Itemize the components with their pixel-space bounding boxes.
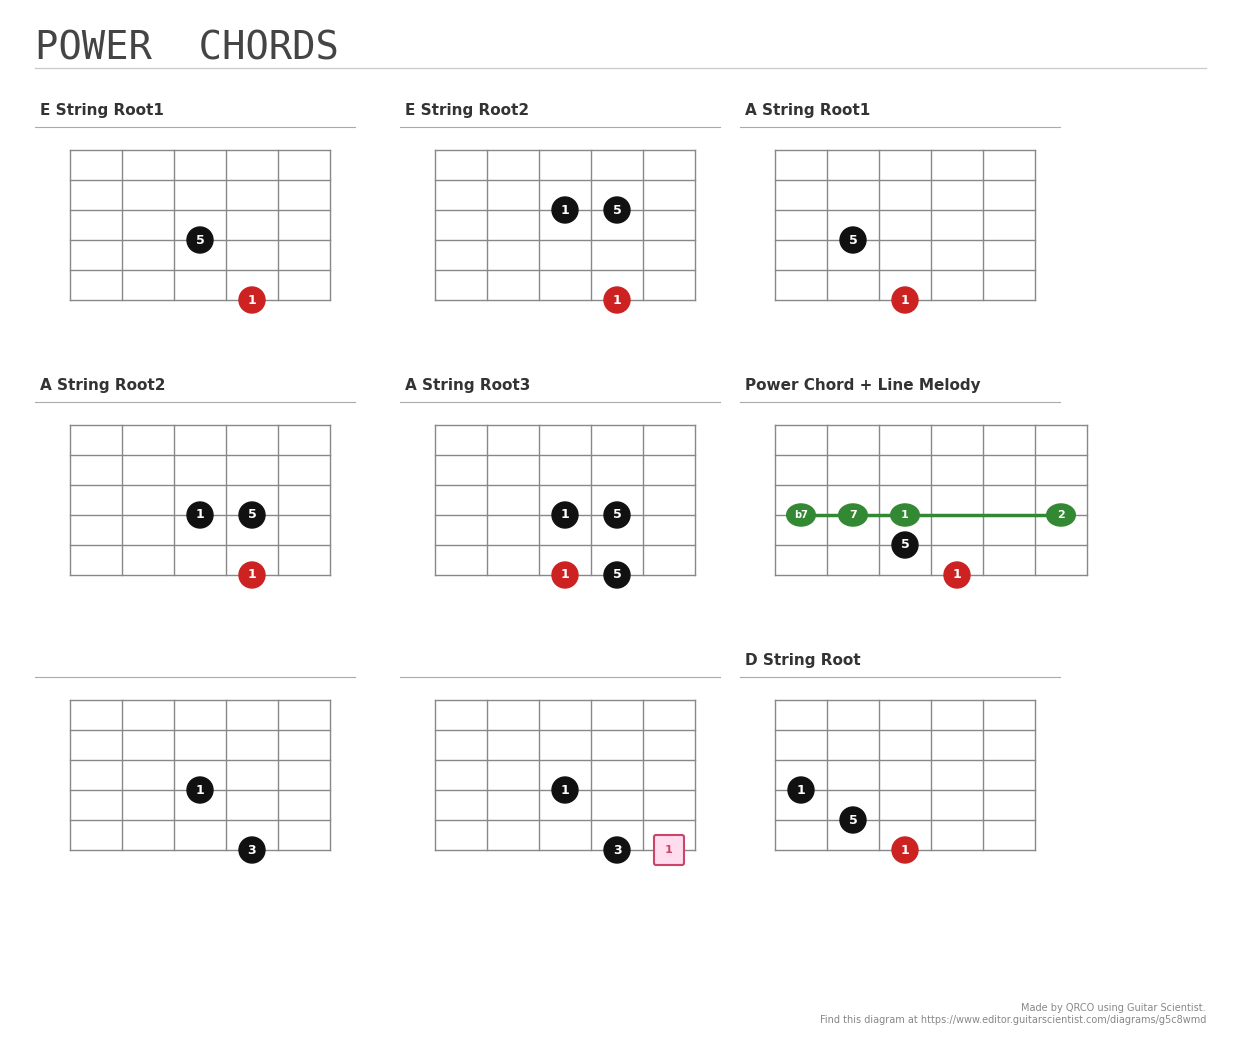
Circle shape (552, 197, 578, 223)
Circle shape (552, 502, 578, 528)
Text: POWER  CHORDS: POWER CHORDS (35, 29, 339, 67)
Text: D String Root: D String Root (745, 653, 860, 668)
Text: 1: 1 (248, 293, 257, 307)
Circle shape (187, 502, 213, 528)
Circle shape (240, 562, 266, 588)
Text: E String Root2: E String Root2 (405, 103, 529, 118)
Ellipse shape (891, 504, 920, 526)
Text: 1: 1 (561, 568, 570, 582)
Circle shape (604, 502, 630, 528)
Text: 5: 5 (901, 538, 910, 552)
Text: A String Root3: A String Root3 (405, 378, 530, 393)
Text: 1: 1 (901, 293, 910, 307)
Circle shape (892, 836, 918, 863)
Text: b7: b7 (794, 510, 808, 520)
Circle shape (604, 197, 630, 223)
Text: 5: 5 (613, 509, 622, 522)
Circle shape (604, 562, 630, 588)
Text: 7: 7 (849, 510, 856, 520)
Text: A String Root1: A String Root1 (745, 103, 870, 118)
Ellipse shape (787, 504, 815, 526)
Circle shape (552, 777, 578, 803)
Text: E String Root1: E String Root1 (40, 103, 164, 118)
FancyBboxPatch shape (654, 835, 684, 865)
Text: 1: 1 (561, 203, 570, 217)
Circle shape (240, 836, 266, 863)
Circle shape (840, 227, 866, 253)
Circle shape (840, 807, 866, 833)
Circle shape (240, 287, 266, 313)
Text: 3: 3 (613, 844, 622, 856)
Circle shape (552, 562, 578, 588)
Circle shape (187, 227, 213, 253)
Text: 1: 1 (901, 844, 910, 856)
Text: 1: 1 (665, 845, 673, 855)
Text: 5: 5 (613, 568, 622, 582)
Text: 5: 5 (613, 203, 622, 217)
Text: 1: 1 (248, 568, 257, 582)
Text: 5: 5 (849, 814, 858, 826)
Text: 1: 1 (196, 783, 205, 797)
Text: Made by QRCO using Guitar Scientist.
Find this diagram at https://www.editor.gui: Made by QRCO using Guitar Scientist. Fin… (819, 1003, 1206, 1025)
Circle shape (788, 777, 814, 803)
Text: 1: 1 (797, 783, 805, 797)
Text: 1: 1 (901, 510, 908, 520)
Text: 1: 1 (613, 293, 622, 307)
Text: 1: 1 (196, 509, 205, 522)
Circle shape (604, 836, 630, 863)
Circle shape (240, 502, 266, 528)
Text: 3: 3 (248, 844, 257, 856)
Text: 1: 1 (561, 509, 570, 522)
Text: 1: 1 (561, 783, 570, 797)
Circle shape (187, 777, 213, 803)
Text: A String Root2: A String Root2 (40, 378, 165, 393)
Circle shape (944, 562, 970, 588)
Text: 1: 1 (953, 568, 962, 582)
Text: 5: 5 (196, 234, 205, 246)
Ellipse shape (1046, 504, 1075, 526)
Text: 5: 5 (849, 234, 858, 246)
Ellipse shape (839, 504, 867, 526)
Circle shape (604, 287, 630, 313)
Circle shape (892, 532, 918, 558)
Text: 5: 5 (248, 509, 257, 522)
Text: 2: 2 (1057, 510, 1065, 520)
Circle shape (892, 287, 918, 313)
Text: Power Chord + Line Melody: Power Chord + Line Melody (745, 378, 980, 393)
